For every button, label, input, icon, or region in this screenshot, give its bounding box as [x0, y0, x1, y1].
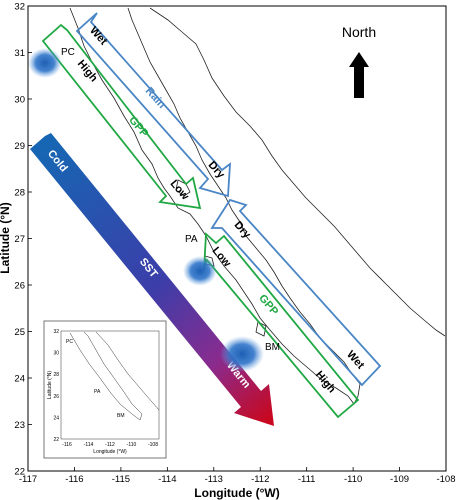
inset-plot-frame — [60, 330, 160, 440]
inset-x-ticks: -116 -114 -112 -110 -108 — [62, 442, 158, 448]
inset-x-tick-label: -112 — [105, 442, 115, 448]
y-tick-label: 22 — [14, 467, 25, 478]
gpp-arrow-north-outline — [41, 23, 202, 210]
x-tick-label: -115 — [112, 474, 130, 485]
sst-arrow: Cold SST Warm — [30, 133, 274, 426]
inset-x-tick-label: -108 — [148, 442, 158, 448]
north-arrow-icon — [349, 52, 369, 98]
inset-site-pa: PA — [94, 389, 101, 395]
y-tick-label: 29 — [14, 141, 25, 152]
y-tick-label: 32 — [14, 2, 25, 13]
x-tick-label: -117 — [19, 474, 37, 485]
sst-arrow-shape — [30, 133, 274, 426]
inset-x-tick-label: -110 — [127, 442, 137, 448]
sites: PC PA BM — [28, 47, 280, 372]
y-tick-label: 30 — [14, 95, 25, 106]
inset-coastline — [69, 331, 160, 421]
site-bm-label: BM — [265, 342, 280, 353]
inset-y-tick-label: 32 — [53, 329, 59, 335]
y-tick-label: 24 — [14, 374, 25, 385]
x-axis-title: Longitude (°W) — [194, 486, 279, 500]
y-tick-label: 31 — [14, 48, 25, 59]
x-tick-label: -111 — [298, 474, 316, 485]
inset-y-tick-label: 30 — [53, 351, 59, 357]
y-tick-label: 27 — [14, 234, 25, 245]
x-tick-label: -116 — [65, 474, 83, 485]
inset-y-tick-label: 26 — [53, 394, 59, 400]
x-tick-label: -108 — [436, 474, 455, 485]
x-tick-label: -109 — [390, 474, 409, 485]
site-pc-label: PC — [61, 47, 75, 58]
y-axis-title: Latitude (°N) — [0, 202, 12, 273]
site-pc-marker — [28, 48, 62, 78]
x-tick-label: -110 — [344, 474, 362, 485]
site-pa-marker — [183, 256, 217, 286]
x-tick-label: -112 — [251, 474, 269, 485]
inset-x-tick-label: -116 — [62, 442, 72, 448]
site-bm-marker — [220, 336, 264, 372]
y-axis-ticks: 32 31 30 29 28 27 26 25 24 23 22 — [14, 2, 32, 478]
rain-arrow-north-outline — [75, 12, 232, 198]
north-arrow: North — [342, 24, 376, 98]
y-tick-label: 28 — [14, 188, 25, 199]
y-tick-label: 23 — [14, 420, 25, 431]
inset-xlabel: Longitude (°W) — [93, 449, 127, 455]
rain-arrow-south-outline — [210, 198, 382, 387]
north-label: North — [342, 24, 376, 40]
x-tick-label: -113 — [205, 474, 223, 485]
inset-y-tick-label: 22 — [53, 437, 59, 443]
x-tick-label: -114 — [158, 474, 176, 485]
site-pa-label: PA — [185, 234, 198, 245]
inset-y-tick-label: 24 — [53, 415, 59, 421]
x-axis-ticks: -117 -116 -115 -114 -113 -112 -111 -110 -109 -108 — [19, 467, 456, 485]
inset-map: PC PA BM -116 -114 -112 -110 -108 32 30 28 26 24… — [43, 320, 167, 459]
inset-site-pc: PC — [66, 339, 73, 345]
inset-ylabel: Latitude (°N) — [47, 371, 53, 399]
gpp-arrow-south-outline — [203, 232, 360, 419]
inset-x-tick-label: -114 — [84, 442, 94, 448]
y-tick-label: 26 — [14, 281, 25, 292]
y-tick-label: 25 — [14, 327, 25, 338]
inset-y-ticks: 32 30 28 26 24 22 — [53, 329, 59, 443]
inset-site-bm: BM — [117, 413, 125, 419]
inset-y-tick-label: 28 — [53, 372, 59, 378]
